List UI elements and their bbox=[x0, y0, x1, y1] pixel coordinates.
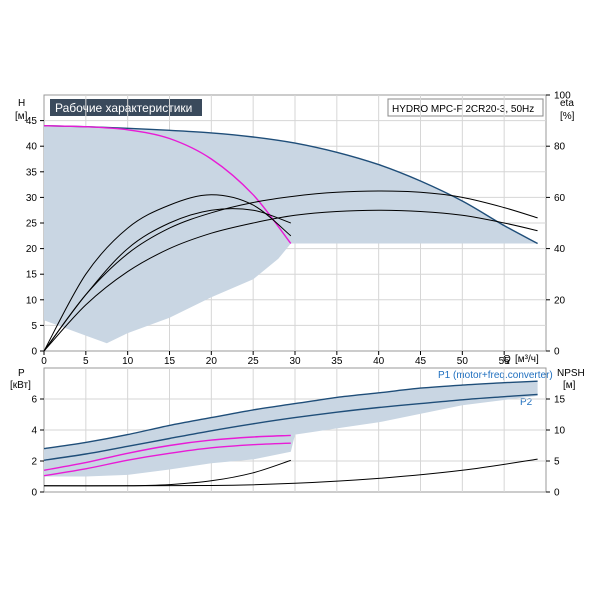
left-tick-label: 15 bbox=[26, 270, 38, 281]
right-tick-label: 40 bbox=[554, 244, 566, 255]
right-tick-label: 10 bbox=[554, 426, 566, 437]
right-tick-label: 0 bbox=[554, 347, 560, 358]
left-tick-label: 30 bbox=[26, 193, 38, 204]
x-tick-label: 55 bbox=[499, 356, 511, 367]
p-axis-unit: [кВт] bbox=[10, 380, 31, 391]
series-line-0-2 bbox=[43, 194, 292, 352]
right-tick-label: 5 bbox=[554, 457, 560, 468]
right-tick-label: 15 bbox=[554, 395, 566, 406]
right-tick-label: 20 bbox=[554, 295, 566, 306]
right-tick-label: 100 bbox=[554, 91, 571, 102]
left-tick-label: 40 bbox=[26, 142, 38, 153]
left-tick-label: 0 bbox=[31, 347, 37, 358]
series-line-0-1 bbox=[43, 125, 292, 244]
x-tick-label: 25 bbox=[248, 356, 260, 367]
series-line-1-0 bbox=[43, 380, 538, 450]
eta-axis-unit: [%] bbox=[560, 111, 575, 122]
q-axis-unit: [м³/ч] bbox=[515, 354, 539, 365]
p1-annotation: P1 (motor+freq.converter) bbox=[438, 370, 553, 381]
x-tick-label: 5 bbox=[83, 356, 89, 367]
left-tick-label: 20 bbox=[26, 244, 38, 255]
operating-envelope bbox=[44, 381, 538, 477]
right-tick-label: 60 bbox=[554, 193, 566, 204]
x-tick-label: 30 bbox=[289, 356, 301, 367]
x-tick-label: 0 bbox=[41, 356, 47, 367]
left-tick-label: 2 bbox=[31, 457, 37, 468]
chart-subtitle: HYDRO MPC-F 2CR20-3, 50Hz bbox=[392, 104, 534, 115]
left-tick-label: 5 bbox=[31, 321, 37, 332]
right-tick-label: 0 bbox=[554, 488, 560, 499]
left-tick-label: 35 bbox=[26, 167, 38, 178]
chart-title: Рабочие характеристики bbox=[55, 101, 192, 115]
left-tick-label: 6 bbox=[31, 395, 37, 406]
series-line-0-0 bbox=[43, 125, 538, 245]
p2-annotation: P2 bbox=[520, 397, 533, 408]
left-tick-label: 25 bbox=[26, 219, 38, 230]
right-tick-label: 80 bbox=[554, 142, 566, 153]
x-tick-label: 40 bbox=[373, 356, 385, 367]
left-tick-label: 10 bbox=[26, 295, 38, 306]
left-tick-label: 4 bbox=[31, 426, 37, 437]
operating-envelope bbox=[44, 125, 538, 344]
series-line-0-4 bbox=[43, 190, 538, 352]
title-box bbox=[50, 99, 202, 116]
x-tick-label: 10 bbox=[122, 356, 134, 367]
npsh-axis-unit: [м] bbox=[563, 380, 576, 391]
x-tick-label: 50 bbox=[457, 356, 469, 367]
npsh-axis-label: NPSH bbox=[557, 368, 585, 379]
left-tick-label: 0 bbox=[31, 488, 37, 499]
x-tick-label: 20 bbox=[206, 356, 218, 367]
series-line-0-5 bbox=[43, 209, 538, 352]
series-line-1-2 bbox=[43, 434, 291, 471]
left-tick-label: 45 bbox=[26, 116, 38, 127]
x-tick-label: 15 bbox=[164, 356, 176, 367]
x-tick-label: 45 bbox=[415, 356, 427, 367]
h-axis-unit: [м] bbox=[15, 111, 28, 122]
series-line-1-5 bbox=[43, 458, 538, 487]
chart-marks: 0510152025303540450204060801000246051015… bbox=[26, 91, 571, 499]
h-axis-label: H bbox=[18, 98, 25, 109]
x-tick-label: 35 bbox=[331, 356, 343, 367]
series-line-1-3 bbox=[43, 442, 291, 477]
p-axis-label: P bbox=[18, 368, 25, 379]
series-line-1-1 bbox=[43, 393, 538, 461]
q-axis-label: Q bbox=[503, 354, 511, 365]
eta-axis-label: eta bbox=[560, 98, 574, 109]
